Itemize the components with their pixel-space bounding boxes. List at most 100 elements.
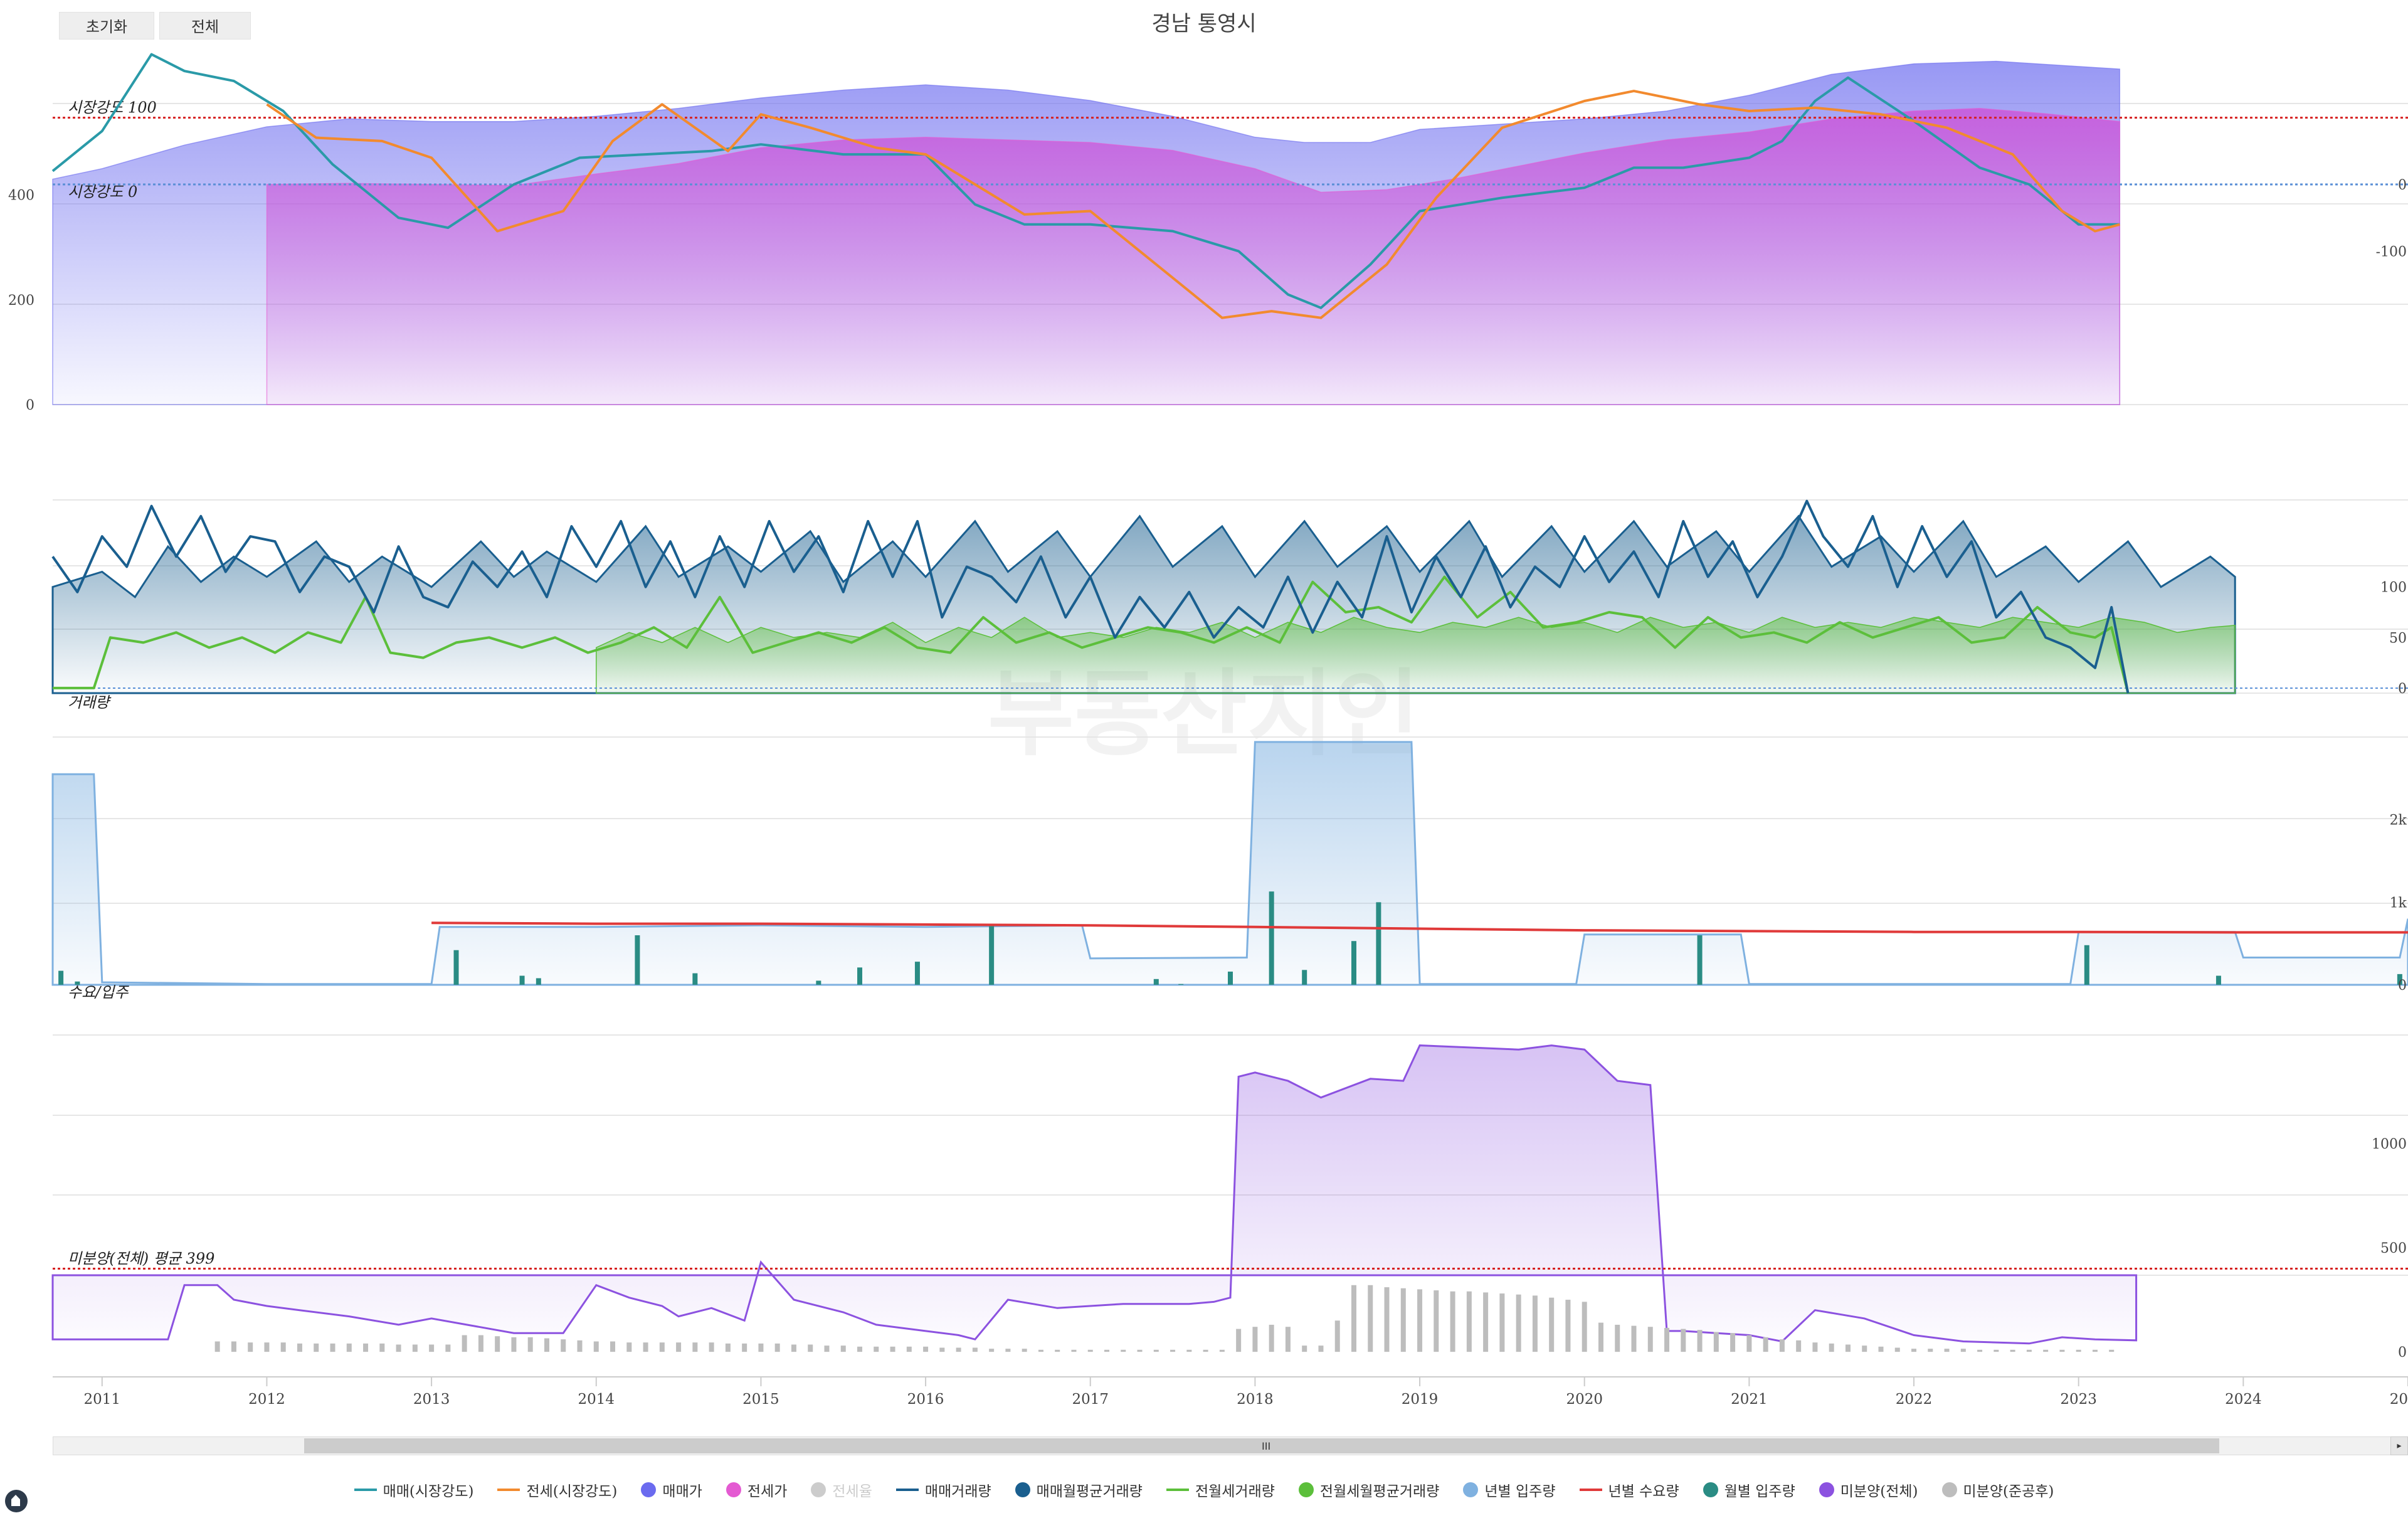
unsold-completed-bar (2076, 1349, 2081, 1352)
x-tick-label: 2015 (742, 1391, 779, 1408)
left-tick-label: 200 (8, 293, 34, 309)
legend-item[interactable]: 매매가 (641, 1479, 702, 1500)
legend-label: 미분양(준공후) (1963, 1484, 2054, 1500)
monthly-supply-bar (1228, 971, 1233, 985)
unsold-completed-bar (1549, 1297, 1555, 1352)
unsold-completed-bar (2026, 1349, 2032, 1352)
unsold-completed-bar (1565, 1300, 1571, 1352)
monthly-supply-bar (1376, 902, 1381, 985)
unsold-completed-bar (808, 1344, 813, 1352)
unsold-completed-bar (1236, 1329, 1242, 1352)
legend-swatch (1819, 1482, 1834, 1497)
unsold-completed-bar (742, 1343, 747, 1352)
yearly-supply-area (51, 741, 2408, 986)
unsold-completed-bar (527, 1337, 533, 1352)
unsold-completed-bar (1730, 1333, 1736, 1352)
legend-item[interactable]: 전월세거래량 (1166, 1479, 1275, 1500)
show-all-button[interactable]: 전체 (159, 12, 251, 40)
unsold-completed-bar (890, 1346, 895, 1352)
unsold-completed-bar (1911, 1349, 1917, 1352)
legend-item[interactable]: 매매월평균거래량 (1015, 1479, 1143, 1500)
unsold-completed-bar (725, 1343, 731, 1352)
unsold-completed-bar (1269, 1324, 1274, 1352)
unsold-completed-bar (462, 1335, 467, 1352)
unsold-completed-bar (1203, 1349, 1208, 1352)
legend-label: 미분양(전체) (1840, 1484, 1918, 1500)
legend-item[interactable]: 전세율 (811, 1479, 872, 1500)
chart-title: 경남 통영시 (1151, 11, 1257, 36)
x-tick-label: 2023 (2060, 1391, 2097, 1408)
unsold-completed-bar (1434, 1290, 1439, 1352)
right-tick-label: 100 (2380, 580, 2407, 596)
legend-label: 매매월평균거래량 (1036, 1484, 1143, 1500)
legend-item[interactable]: 미분양(준공후) (1941, 1479, 2054, 1500)
unsold-completed-bar (1796, 1340, 1802, 1352)
right-tick-label: 2k (2390, 813, 2407, 829)
unsold-completed-bar (774, 1343, 780, 1352)
monthly-supply-bar (1153, 979, 1159, 985)
unsold-completed-bar (1384, 1287, 1390, 1352)
legend-item[interactable]: 매매(시장강도) (354, 1479, 473, 1500)
scrollbar-thumb[interactable]: III (304, 1438, 2219, 1453)
unsold-completed-bar (495, 1336, 500, 1352)
jeonse-strength-line (266, 90, 2120, 319)
legend: 매매(시장강도) 전세(시장강도) 매매가 전세가 전세율 매매거래량 매매월평균거래량 전월… (0, 1474, 2408, 1505)
unsold-completed-bar (1186, 1349, 1192, 1352)
unsold-completed-bar (280, 1342, 286, 1352)
reset-button[interactable]: 초기화 (59, 12, 154, 40)
unsold-completed-bar (593, 1341, 599, 1352)
unsold-completed-bar (1944, 1349, 1950, 1352)
monthly-supply-bar (1178, 984, 1184, 985)
unsold-completed-bar (1104, 1349, 1110, 1352)
unsold-completed-bar (2059, 1349, 2065, 1352)
unsold-completed-bar (643, 1342, 648, 1352)
unsold-completed-bar (840, 1346, 846, 1352)
unsold-completed-bar (511, 1337, 517, 1352)
unsold-completed-bar (314, 1343, 319, 1352)
legend-swatch (811, 1482, 826, 1497)
unsold-completed-bar (1845, 1344, 1851, 1352)
unsold-completed-bar (1993, 1349, 1999, 1352)
home-logo-icon[interactable] (5, 1490, 28, 1512)
unsold-completed-bar (1631, 1325, 1637, 1352)
unsold-completed-bar (709, 1342, 714, 1352)
unsold-completed-bar (1582, 1302, 1587, 1352)
monthly-supply-bar (536, 978, 541, 985)
monthly-supply-bar (914, 962, 920, 985)
unsold-completed-bar (1746, 1335, 1752, 1352)
monthly-supply-bar (1697, 935, 1703, 985)
scroll-right-arrow[interactable]: ▸ (2390, 1436, 2408, 1455)
legend-item[interactable]: 전세가 (726, 1479, 787, 1500)
legend-label: 년별 수요량 (1608, 1484, 1679, 1500)
unsold-completed-bar (1598, 1322, 1603, 1352)
unsold-completed-bar (874, 1346, 879, 1352)
scrollbar-grip[interactable]: III (1262, 1440, 1271, 1452)
unsold-completed-bar (412, 1344, 418, 1352)
unsold-completed-bar (626, 1342, 632, 1352)
legend-label: 전월세거래량 (1195, 1484, 1275, 1500)
monthly-supply-bar (75, 981, 80, 985)
unsold-completed-bar (1779, 1339, 1785, 1352)
range-scrollbar[interactable]: III (53, 1436, 2408, 1455)
unsold-completed-bar (2010, 1349, 2015, 1352)
monthly-supply-bar (1302, 970, 1307, 985)
unsold-completed-bar (1615, 1324, 1620, 1352)
legend-item[interactable]: 전세(시장강도) (497, 1479, 617, 1500)
legend-item[interactable]: 년별 수요량 (1579, 1479, 1679, 1500)
legend-item[interactable]: 미분양(전체) (1819, 1479, 1918, 1500)
right-tick-label: 0 (2398, 978, 2407, 994)
legend-swatch (726, 1482, 741, 1497)
unsold-completed-bar (1532, 1295, 1538, 1352)
legend-item[interactable]: 전월세월평균거래량 (1298, 1479, 1439, 1500)
unsold-completed-bar (1137, 1349, 1143, 1352)
unsold-completed-bar (445, 1344, 451, 1352)
unsold-completed-bar (1483, 1292, 1489, 1352)
legend-item[interactable]: 년별 입주량 (1463, 1479, 1556, 1500)
unsold-completed-bar (1153, 1349, 1159, 1352)
legend-item[interactable]: 월별 입주량 (1703, 1479, 1795, 1500)
unsold-completed-bar (1005, 1349, 1011, 1352)
legend-label: 년별 입주량 (1484, 1484, 1556, 1500)
legend-item[interactable]: 매매거래량 (895, 1479, 991, 1500)
unsold-completed-bar (676, 1342, 682, 1352)
